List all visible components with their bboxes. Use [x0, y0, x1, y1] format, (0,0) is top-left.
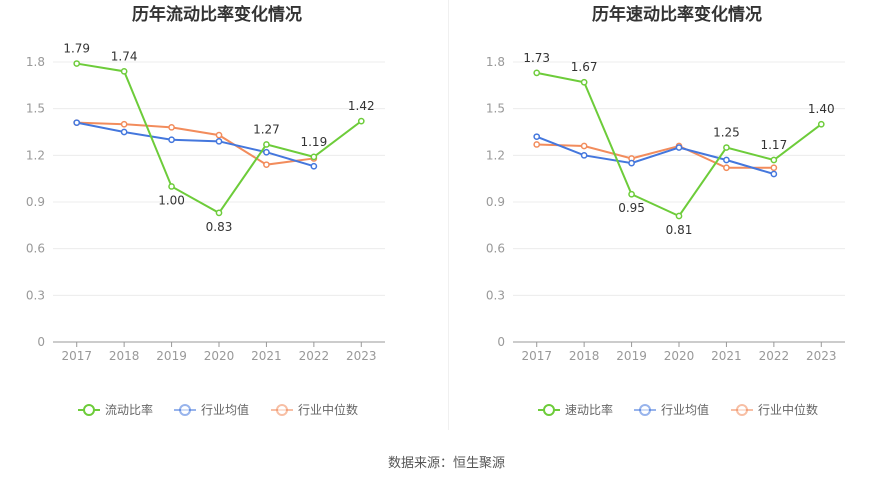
data-point	[675, 212, 683, 220]
data-point	[770, 164, 778, 172]
x-tick-label: 2019	[616, 349, 647, 363]
y-tick-label: 1.8	[486, 55, 505, 69]
data-point	[73, 119, 81, 127]
data-point	[73, 60, 81, 67]
x-tick-label: 2021	[711, 349, 742, 363]
y-tick-label: 0.3	[26, 288, 45, 302]
y-tick-label: 0.9	[26, 195, 45, 209]
x-tick-label: 2018	[569, 349, 600, 363]
data-label: 0.83	[206, 220, 233, 234]
data-label: 1.00	[158, 193, 185, 207]
panel-divider	[448, 0, 449, 430]
y-tick-label: 0.6	[26, 242, 45, 256]
y-tick-label: 0.9	[486, 195, 505, 209]
data-point	[120, 128, 128, 136]
data-point	[533, 69, 541, 77]
legend-marker	[276, 404, 288, 416]
x-tick-label: 2021	[251, 349, 282, 363]
data-point	[215, 131, 223, 139]
data-label: 1.25	[713, 126, 740, 140]
series-line	[76, 121, 315, 168]
y-tick-label: 1.2	[486, 148, 505, 162]
y-tick-label: 1.8	[26, 55, 45, 69]
x-tick-label: 2018	[109, 349, 140, 363]
data-point	[628, 190, 635, 198]
data-point	[120, 67, 128, 75]
legend-marker	[83, 404, 95, 416]
legend-marker	[543, 404, 555, 416]
data-point	[770, 170, 778, 178]
series-line	[536, 135, 775, 175]
legend-label: 行业中位数	[298, 402, 358, 417]
y-tick-label: 0.6	[486, 242, 505, 256]
legend-label: 流动比率	[105, 402, 153, 417]
y-tick-label: 0	[497, 335, 505, 349]
data-point	[120, 120, 128, 128]
x-tick-label: 2020	[204, 349, 235, 363]
data-label: 1.27	[253, 122, 280, 136]
data-point	[817, 120, 825, 128]
data-point	[580, 151, 588, 159]
legend-label: 行业均值	[661, 402, 709, 417]
y-tick-label: 1.5	[486, 102, 505, 116]
data-point	[580, 78, 588, 86]
chart-title: 历年流动比率变化情况	[132, 4, 302, 25]
x-tick-label: 2023	[806, 349, 837, 363]
chart-title: 历年速动比率变化情况	[592, 4, 762, 25]
series-line	[76, 121, 314, 166]
data-label: 1.17	[760, 138, 787, 152]
data-point	[533, 133, 541, 141]
data-label: 1.42	[348, 99, 375, 113]
x-tick-label: 2017	[61, 349, 92, 363]
legend-label: 速动比率	[565, 402, 613, 417]
x-tick-label: 2023	[346, 349, 377, 363]
x-tick-label: 2019	[156, 349, 187, 363]
data-label: 1.79	[63, 42, 90, 56]
y-tick-label: 1.5	[26, 102, 45, 116]
legend-marker	[736, 404, 748, 416]
data-point	[310, 162, 318, 170]
data-point	[533, 141, 541, 148]
data-point	[723, 144, 730, 151]
data-point	[263, 141, 270, 148]
data-point	[770, 156, 778, 164]
data-point	[263, 161, 270, 169]
data-point	[168, 123, 175, 131]
data-label: 1.73	[523, 51, 550, 65]
data-label: 1.19	[300, 135, 327, 149]
data-point	[723, 164, 730, 172]
x-tick-label: 2017	[521, 349, 552, 363]
data-label: 1.67	[571, 60, 598, 74]
source-note: 数据来源：恒生聚源	[387, 456, 505, 471]
data-point	[580, 142, 588, 150]
y-tick-label: 0.3	[486, 288, 505, 302]
data-point	[168, 183, 175, 190]
y-tick-label: 0	[37, 335, 45, 349]
x-tick-label: 2022	[759, 349, 790, 363]
data-point	[215, 137, 223, 145]
data-point	[357, 117, 365, 125]
legend-marker	[639, 404, 651, 416]
legend-marker	[179, 404, 191, 416]
series-line	[536, 143, 774, 169]
data-point	[675, 144, 683, 151]
data-label: 0.81	[666, 223, 693, 237]
data-label: 0.95	[618, 201, 645, 215]
data-point	[263, 148, 270, 156]
data-point	[310, 153, 318, 161]
x-tick-label: 2022	[299, 349, 330, 363]
data-label: 1.74	[111, 49, 138, 63]
y-tick-label: 1.2	[26, 148, 45, 162]
data-point	[215, 209, 223, 217]
data-point	[168, 136, 175, 144]
legend-label: 行业均值	[201, 402, 249, 417]
data-point	[723, 156, 730, 164]
legend-label: 行业中位数	[758, 402, 818, 417]
x-tick-label: 2020	[664, 349, 695, 363]
data-label: 1.40	[808, 102, 835, 116]
data-point	[628, 159, 635, 167]
